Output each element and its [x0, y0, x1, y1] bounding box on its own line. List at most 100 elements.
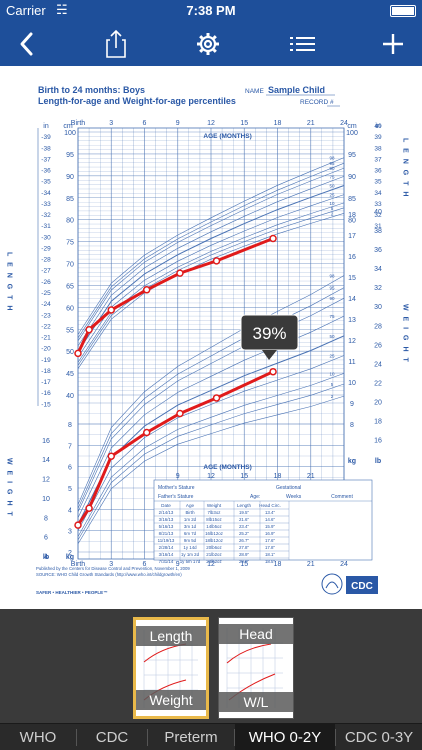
- svg-text:CDC: CDC: [351, 581, 373, 592]
- weight-lb-tick-right: 24: [374, 361, 382, 368]
- share-button[interactable]: [99, 28, 133, 60]
- comment-label: Comment: [331, 494, 353, 500]
- in-label-right: in: [375, 123, 381, 130]
- chart-type-tabs: WHO CDC Preterm WHO 0-2Y CDC 0-3Y: [0, 723, 422, 750]
- weight-kg-tick-right: 17: [348, 233, 356, 240]
- weight-percentile-curve: [77, 373, 345, 537]
- cm-label: cm: [63, 123, 73, 130]
- carrier-label: Carrier: [6, 3, 46, 18]
- table-cell: 21.6": [239, 517, 250, 522]
- list-button[interactable]: [285, 28, 319, 60]
- nav-bar: [0, 22, 422, 66]
- tab-who[interactable]: WHO: [19, 729, 57, 746]
- chart-axes: BirthBirth33669912121515181821212424AGE …: [37, 120, 382, 568]
- gestational-label: Gestational: [276, 485, 301, 491]
- length-in-tick: -33: [41, 201, 51, 208]
- weight-lb-tick-right: 40: [374, 209, 382, 216]
- back-button[interactable]: [10, 28, 44, 60]
- tab-who-0-2y[interactable]: WHO 0-2Y: [235, 724, 335, 750]
- weight-lb-tick-left: 8: [44, 515, 48, 522]
- length-cm-tick: 100: [64, 130, 76, 137]
- length-percentile-curve: [77, 185, 345, 352]
- length-cm-tick: 65: [66, 283, 74, 290]
- thumbnail-top-label: Length: [136, 626, 206, 646]
- settings-button[interactable]: [191, 28, 225, 60]
- length-in-tick: -39: [41, 134, 51, 141]
- table-cell: 14lb5oz: [206, 524, 221, 529]
- length-cm-tick: 50: [66, 349, 74, 356]
- length-in-tick: -32: [41, 212, 51, 219]
- length-in-tick: -18: [41, 368, 51, 375]
- clock: 7:38 PM: [186, 3, 236, 18]
- length-series-point: [176, 269, 184, 277]
- length-in-tick: -24: [41, 301, 51, 308]
- age-tick-bottom: 12: [207, 561, 215, 568]
- length-cm-tick-right: 80: [348, 218, 356, 225]
- weight-lb-tick-left: 12: [42, 477, 50, 484]
- thumbnail-head-wl[interactable]: Head W/L: [218, 617, 294, 719]
- length-percentile-label: 10: [329, 201, 335, 206]
- weight-percentile-label: 50: [329, 334, 335, 339]
- length-in-tick-right: 38: [374, 145, 382, 152]
- length-percentile-curve: [77, 162, 345, 339]
- measurement-table: Mother's Stature Father's Stature Gestatio…: [153, 479, 373, 564]
- chart-title-line2: Length-for-age and Weight-for-age percen…: [38, 96, 236, 106]
- weight-percentile-label: 10: [329, 371, 335, 376]
- table-cell: 6m 7d: [184, 531, 197, 536]
- length-cm-tick-right: 85: [348, 196, 356, 203]
- tab-cdc[interactable]: CDC: [95, 729, 129, 746]
- age-tick-top: 6: [143, 120, 147, 127]
- table-cell: 27.8": [239, 545, 250, 550]
- length-in-tick: -15: [41, 401, 51, 408]
- age-tick-bottom: 15: [240, 561, 248, 568]
- age-tick-bottom: 21: [307, 561, 315, 568]
- age-tick-top: 21: [307, 120, 315, 127]
- age-tick-top: 15: [240, 120, 248, 127]
- weight-percentile-curve: [77, 383, 345, 541]
- tab-preterm[interactable]: Preterm: [164, 729, 218, 746]
- weight-kg-tick-right: 13: [348, 317, 356, 324]
- percentile-tooltip[interactable]: 39%: [240, 314, 299, 360]
- weight-series-point: [176, 409, 184, 418]
- length-in-tick: -22: [41, 323, 51, 330]
- weight-lb-tick-left: 10: [42, 496, 50, 503]
- length-percentile-label: 25: [329, 193, 335, 198]
- weight-kg-tick-left: 7: [68, 443, 72, 450]
- table-cell: 21lb2oz: [206, 552, 221, 557]
- length-series-point: [269, 234, 277, 243]
- weight-percentile-curve: [77, 287, 345, 509]
- length-cm-tick: 55: [66, 327, 74, 334]
- in-label: in: [43, 123, 49, 130]
- table-cell: 11/19/13: [158, 538, 175, 543]
- weight-kg-tick-right: 18: [348, 212, 356, 219]
- length-cm-tick: 60: [66, 305, 74, 312]
- tab-cdc-0-3y[interactable]: CDC 0-3Y: [344, 729, 414, 746]
- age-tick-top: 18: [274, 120, 282, 127]
- thumbnail-length-weight[interactable]: Length Weight: [133, 617, 209, 719]
- battery-icon: [390, 5, 416, 17]
- table-cell: 13.4": [265, 510, 276, 515]
- table-cell: 18.5": [265, 559, 276, 564]
- add-button[interactable]: [376, 28, 410, 60]
- weight-percentile-label: 25: [329, 353, 335, 358]
- length-in-tick: -37: [41, 156, 51, 163]
- length-percentile-curve: [77, 157, 345, 335]
- length-series-point: [85, 325, 93, 334]
- length-in-tick-right: 32: [374, 212, 382, 219]
- growth-chart-canvas[interactable]: Birth to 24 months: Boys Length-for-age …: [0, 66, 422, 609]
- cdc-logo: CDC: [346, 576, 378, 594]
- table-header: Age: [186, 503, 195, 508]
- footer-tagline: SAFER • HEALTHIER • PEOPLE™: [36, 590, 108, 595]
- weight-kg-tick-left: 3: [68, 529, 72, 536]
- weight-lb-tick-right: 26: [374, 342, 382, 349]
- table-cell: 1y 1m 2d: [181, 552, 200, 557]
- weight-lb-tick-right: 20: [374, 399, 382, 406]
- length-in-tick: -25: [41, 290, 51, 297]
- age-tick-top: Birth: [71, 120, 86, 127]
- length-percentile-label: 2: [331, 211, 334, 216]
- lb-label-right: lb: [375, 458, 381, 465]
- growth-chart[interactable]: Birth to 24 months: Boys Length-for-age …: [0, 66, 422, 609]
- length-in-tick-right: 34: [374, 190, 382, 197]
- weight-series-point: [142, 428, 151, 437]
